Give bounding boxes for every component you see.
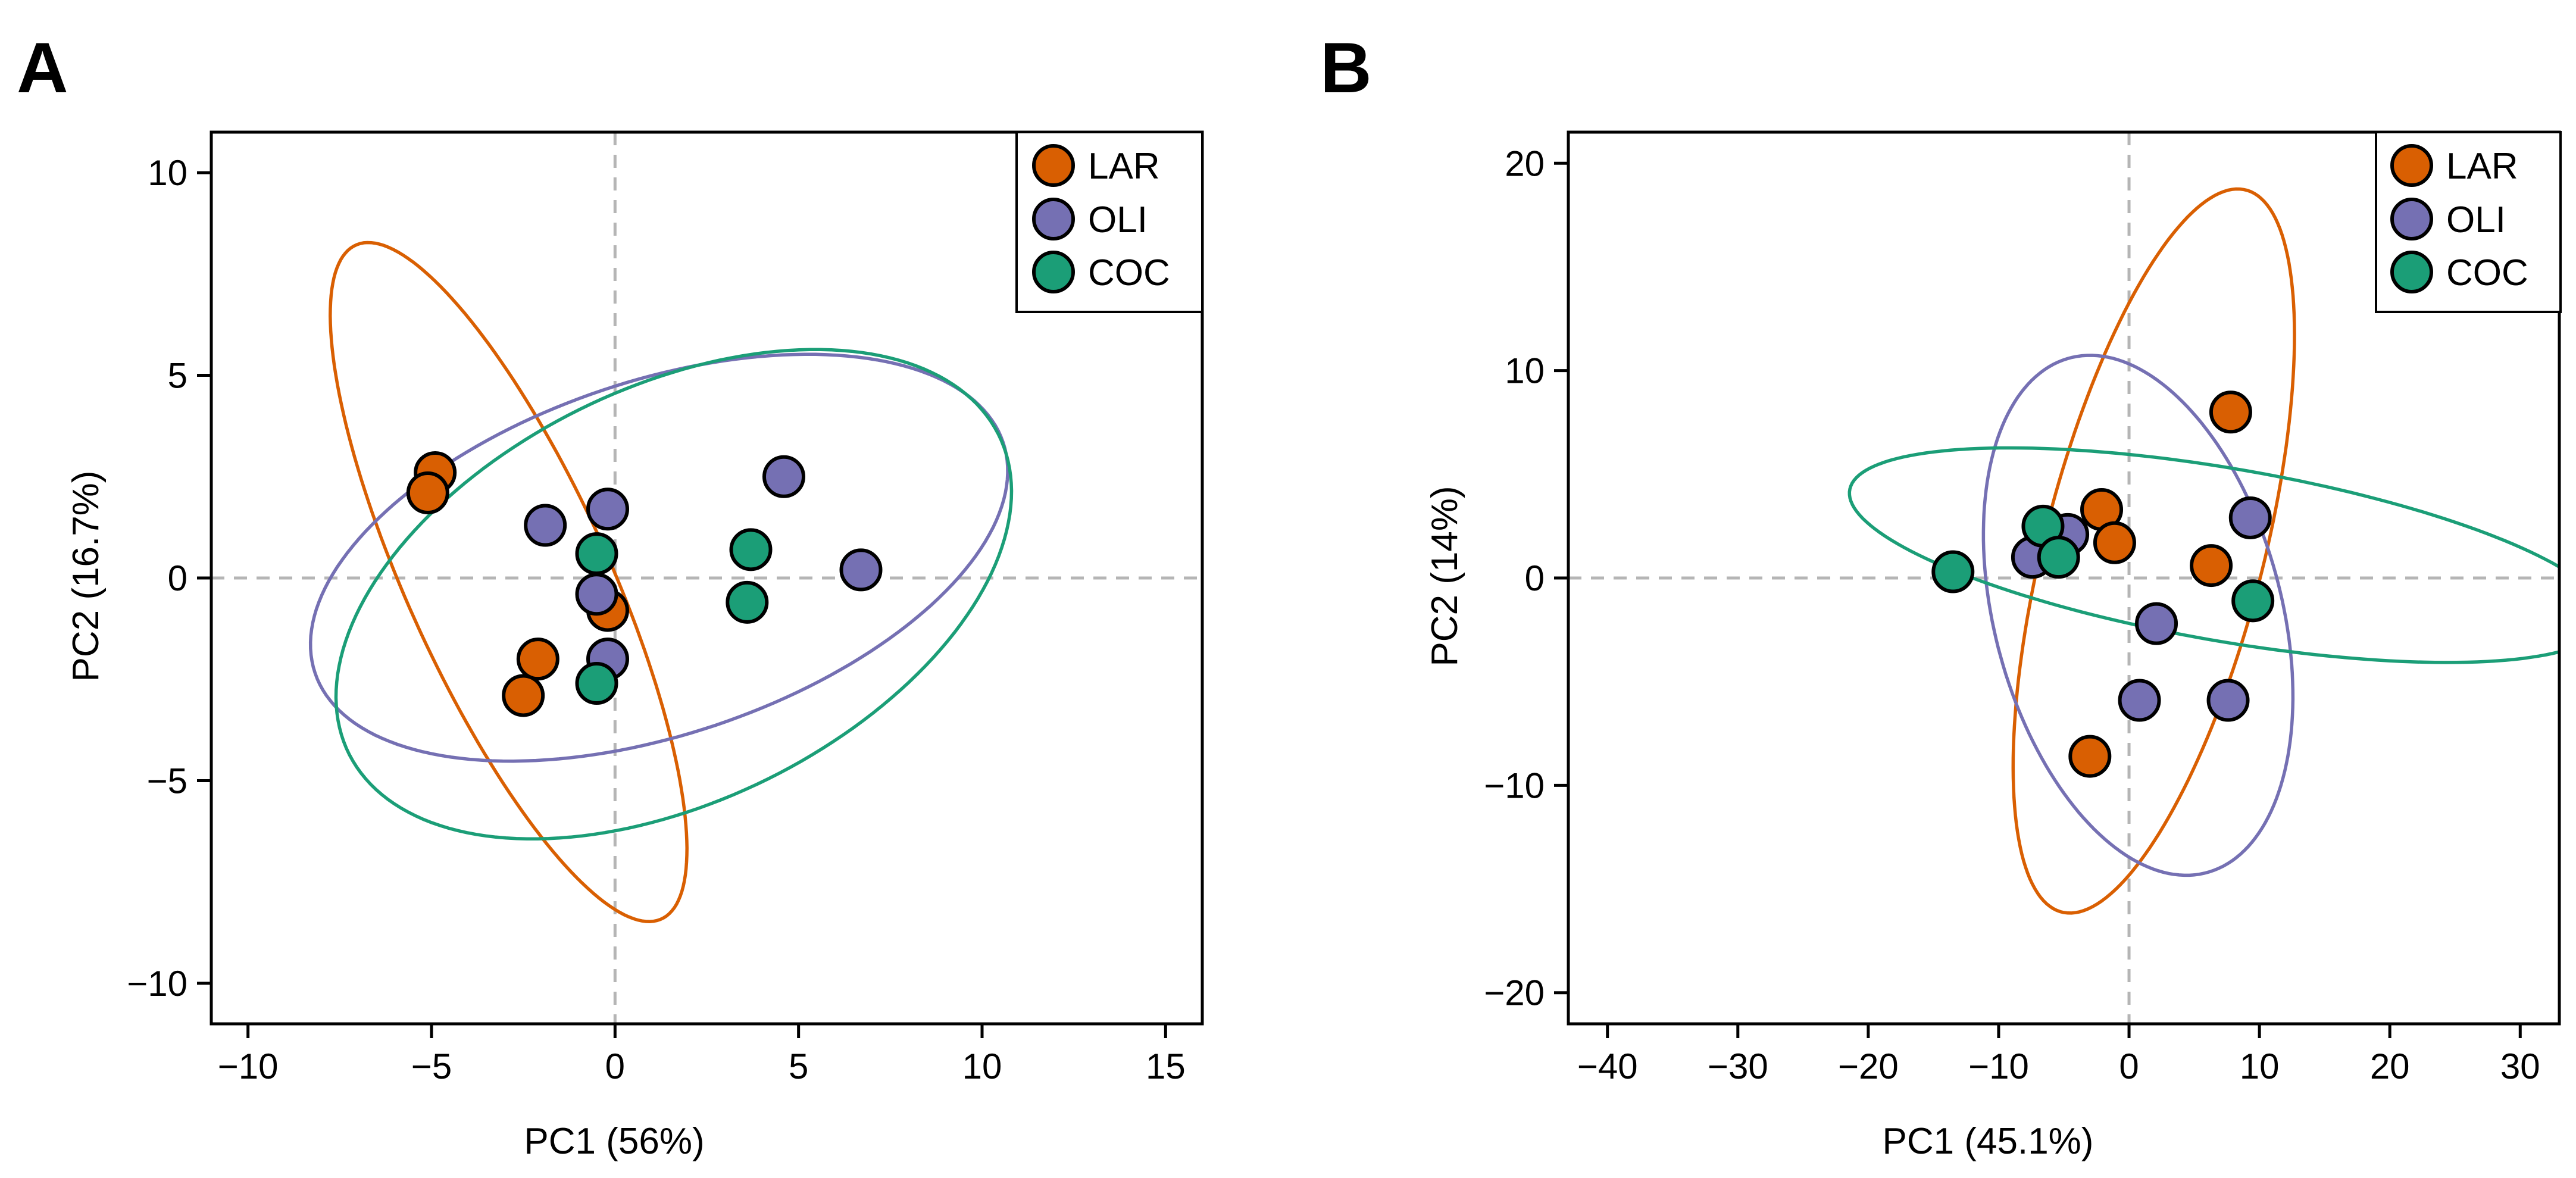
panel-a-point-oli-6 <box>839 548 883 592</box>
panel-a-point-lar-2 <box>406 471 449 515</box>
panel-a-point-coc-4 <box>726 580 769 624</box>
panel-a-point-coc-3 <box>729 528 773 571</box>
panel-b-x-tick-label-10: 10 <box>2240 1046 2280 1086</box>
panel-b-y-tick-label-0: 0 <box>1525 558 1545 598</box>
panel-a-y-tick-label-5: 5 <box>168 356 187 396</box>
panel-b-point-oli-6 <box>2206 679 2250 722</box>
panel-b-legend-label-oli: OLI <box>2446 199 2506 240</box>
panel-b-x-tick-label-m10: −10 <box>1968 1046 2029 1086</box>
panel-b-ellipse-oli <box>1981 354 2295 877</box>
panel-a: A −10 −5 0 5 10 15 −10 −5 0 5 10 PC1 (56%) PC2 (16… <box>17 28 1204 1162</box>
panel-a-legend-marker-oli <box>1032 198 1075 240</box>
panel-b-legend: LAR OLI COC <box>2375 131 2562 313</box>
panel-a-point-coc-1 <box>575 532 618 576</box>
panel-a-legend-marker-coc <box>1032 251 1075 293</box>
panel-b-x-tick-label-20: 20 <box>2370 1046 2410 1086</box>
panel-a-x-tick-label-15: 15 <box>1146 1046 1186 1086</box>
panel-b: B −40 −30 −20 −10 0 10 20 30 −20 −10 0 10 20 PC1 (45… <box>1320 28 2562 1162</box>
panel-b-x-tick-label-30: 30 <box>2500 1046 2540 1086</box>
panel-a-legend-label-oli: OLI <box>1088 199 1148 240</box>
panel-a-point-lar-3 <box>516 638 559 681</box>
panel-b-ellipse-coc <box>1847 446 2559 664</box>
panel-b-y-tick-label-m10: −10 <box>1484 765 1545 805</box>
panel-b-x-axis-label: PC1 (45.1%) <box>1883 1121 2094 1162</box>
panel-b-point-lar-3 <box>2209 390 2252 434</box>
panel-a-x-tick-label-0: 0 <box>605 1046 625 1086</box>
panel-a-label: A <box>17 28 68 108</box>
panel-a-x-axis-label: PC1 (56%) <box>524 1121 704 1162</box>
panel-b-y-tick-label-20: 20 <box>1505 143 1545 183</box>
panel-a-ellipse-coc <box>334 348 1014 841</box>
panel-a-y-tick-label-m5: −5 <box>147 761 187 801</box>
panel-b-x-tick-label-m20: −20 <box>1838 1046 1899 1086</box>
panel-b-point-lar-2 <box>2093 521 2136 564</box>
panel-a-x-tick-label-m10: −10 <box>218 1046 279 1086</box>
panel-a-ellipse-oli <box>308 352 1009 763</box>
panel-a-legend-label-coc: COC <box>1088 252 1170 293</box>
panel-b-point-coc-4 <box>2231 579 2275 623</box>
panel-a-y-tick-label-0: 0 <box>168 558 187 598</box>
panel-a-y-tick-label-m10: −10 <box>127 964 187 1004</box>
panel-a-legend: LAR OLI COC <box>1015 131 1203 313</box>
panel-b-legend-label-lar: LAR <box>2446 146 2518 187</box>
panel-b-y-axis-label: PC2 (14%) <box>1424 486 1465 666</box>
panel-a-legend-marker-lar <box>1032 144 1075 187</box>
panel-a-point-oli-2 <box>586 488 629 531</box>
panel-a-point-oli-5 <box>762 455 805 498</box>
panel-b-x-tick-label-0: 0 <box>2119 1046 2139 1086</box>
panel-b-x-tick-label-m40: −40 <box>1577 1046 1638 1086</box>
panel-a-point-lar-4 <box>502 674 545 717</box>
panel-a-x-tick-label-5: 5 <box>789 1046 808 1086</box>
panel-b-point-lar-4 <box>2190 544 2233 588</box>
panel-a-point-oli-1 <box>524 504 567 547</box>
panel-b-y-tick-label-m20: −20 <box>1484 973 1545 1013</box>
panel-b-legend-marker-oli <box>2390 198 2433 240</box>
panel-b-point-oli-3 <box>2228 496 2272 539</box>
panel-b-point-coc-1 <box>1931 550 1975 593</box>
panel-b-y-tick-label-10: 10 <box>1505 351 1545 391</box>
panel-b-legend-marker-coc <box>2390 251 2433 293</box>
panel-a-point-coc-2 <box>575 662 618 705</box>
panel-b-point-lar-5 <box>2068 735 2112 778</box>
panel-a-x-tick-label-m5: −5 <box>411 1046 452 1086</box>
panel-a-ellipse-lar <box>329 240 689 923</box>
panel-a-legend-label-lar: LAR <box>1088 146 1160 187</box>
panel-b-point-oli-4 <box>2135 602 2178 645</box>
panel-b-label: B <box>1320 28 1372 108</box>
panel-b-point-oli-5 <box>2118 679 2161 722</box>
panel-b-legend-marker-lar <box>2390 144 2433 187</box>
panel-a-y-tick-label-10: 10 <box>148 153 187 193</box>
panel-b-x-tick-label-m30: −30 <box>1708 1046 1768 1086</box>
panel-b-point-coc-3 <box>2037 536 2080 579</box>
panel-b-legend-label-coc: COC <box>2446 252 2528 293</box>
panel-b-ellipse-lar <box>2011 187 2296 915</box>
panel-a-point-oli-3 <box>575 573 618 616</box>
panel-a-x-tick-label-10: 10 <box>962 1046 1002 1086</box>
panel-a-y-axis-label: PC2 (16.7%) <box>65 471 107 682</box>
